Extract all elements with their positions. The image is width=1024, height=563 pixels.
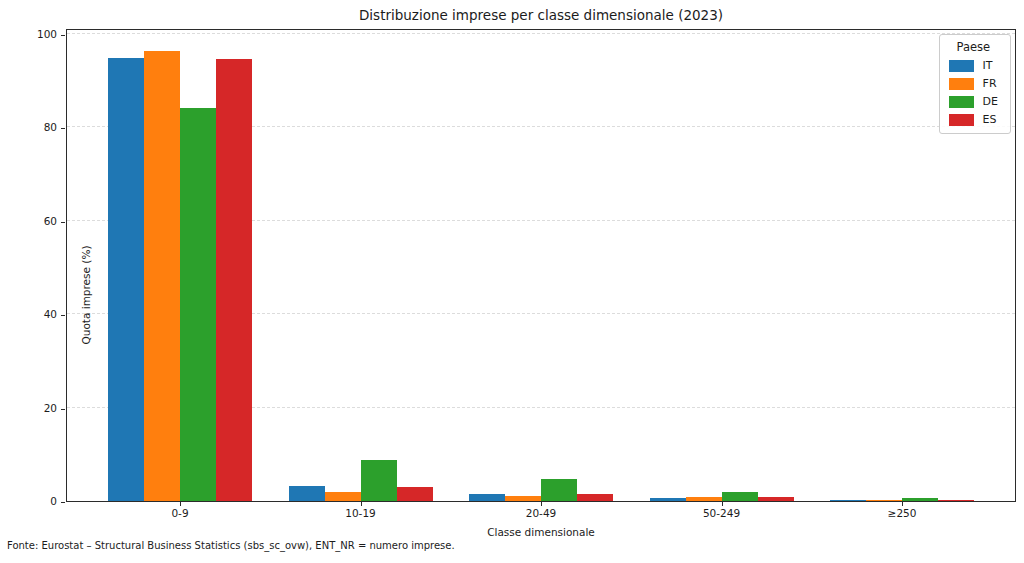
x-tick-label-0: 0-9 [135,507,225,519]
y-tick-label-80: 80 [0,121,57,133]
bar-it-4 [830,500,866,501]
x-tick-label-2: 20-49 [496,507,586,519]
bar-it-3 [650,498,686,501]
y-tick-mark [61,128,65,129]
legend-label: FR [983,77,997,90]
legend-entry-es: ES [949,113,998,126]
legend: Paese IT FR DE ES [939,34,1011,134]
legend-swatch-it [949,60,974,72]
y-tick-label-100: 100 [0,28,57,40]
x-tick-mark [722,502,723,506]
bar-es-4 [938,500,974,501]
bar-es-1 [397,487,433,501]
y-tick-mark [61,502,65,503]
bar-es-3 [758,497,794,501]
bar-de-4 [902,498,938,501]
legend-label: IT [983,59,993,72]
y-tick-label-0: 0 [0,495,57,507]
bar-it-2 [469,494,505,501]
y-tick-mark [61,35,65,36]
bar-de-2 [541,479,577,501]
bar-de-3 [722,492,758,501]
legend-entry-de: DE [949,95,998,108]
legend-entry-it: IT [949,59,998,72]
y-tick-mark [61,409,65,410]
bar-fr-1 [325,492,361,501]
plot-area: Quota imprese (%) Paese IT FR DE ES [66,29,1016,502]
legend-swatch-de [949,96,974,108]
legend-label: ES [983,113,997,126]
x-tick-label-3: 50-249 [677,507,767,519]
bar-fr-3 [686,497,722,501]
x-tick-mark [361,502,362,506]
x-tick-label-4: ≥250 [857,507,947,519]
source-note: Fonte: Eurostat – Structural Business St… [7,540,455,551]
bar-de-0 [180,108,216,501]
y-tick-label-20: 20 [0,402,57,414]
x-tick-mark [541,502,542,506]
legend-swatch-es [949,114,974,126]
chart-title: Distribuzione imprese per classe dimensi… [66,7,1016,23]
x-tick-mark [180,502,181,506]
bar-it-0 [108,58,144,501]
bar-es-0 [216,59,252,501]
legend-entry-fr: FR [949,77,998,90]
bar-fr-2 [505,496,541,501]
x-tick-label-1: 10-19 [316,507,406,519]
legend-entries: IT FR DE ES [949,59,998,126]
bar-es-2 [577,494,613,501]
bar-it-1 [289,486,325,501]
x-tick-mark [902,502,903,506]
bar-de-1 [361,460,397,501]
y-tick-mark [61,222,65,223]
bar-fr-0 [144,51,180,501]
y-tick-label-60: 60 [0,215,57,227]
x-axis-label: Classe dimensionale [66,526,1016,538]
figure: Distribuzione imprese per classe dimensi… [0,0,1024,563]
legend-title: Paese [949,40,998,54]
bar-fr-4 [866,500,902,501]
y-tick-mark [61,315,65,316]
gridline-100 [67,33,1015,34]
legend-label: DE [983,95,998,108]
y-tick-label-40: 40 [0,308,57,320]
legend-swatch-fr [949,78,974,90]
y-axis-label: Quota imprese (%) [80,230,92,360]
